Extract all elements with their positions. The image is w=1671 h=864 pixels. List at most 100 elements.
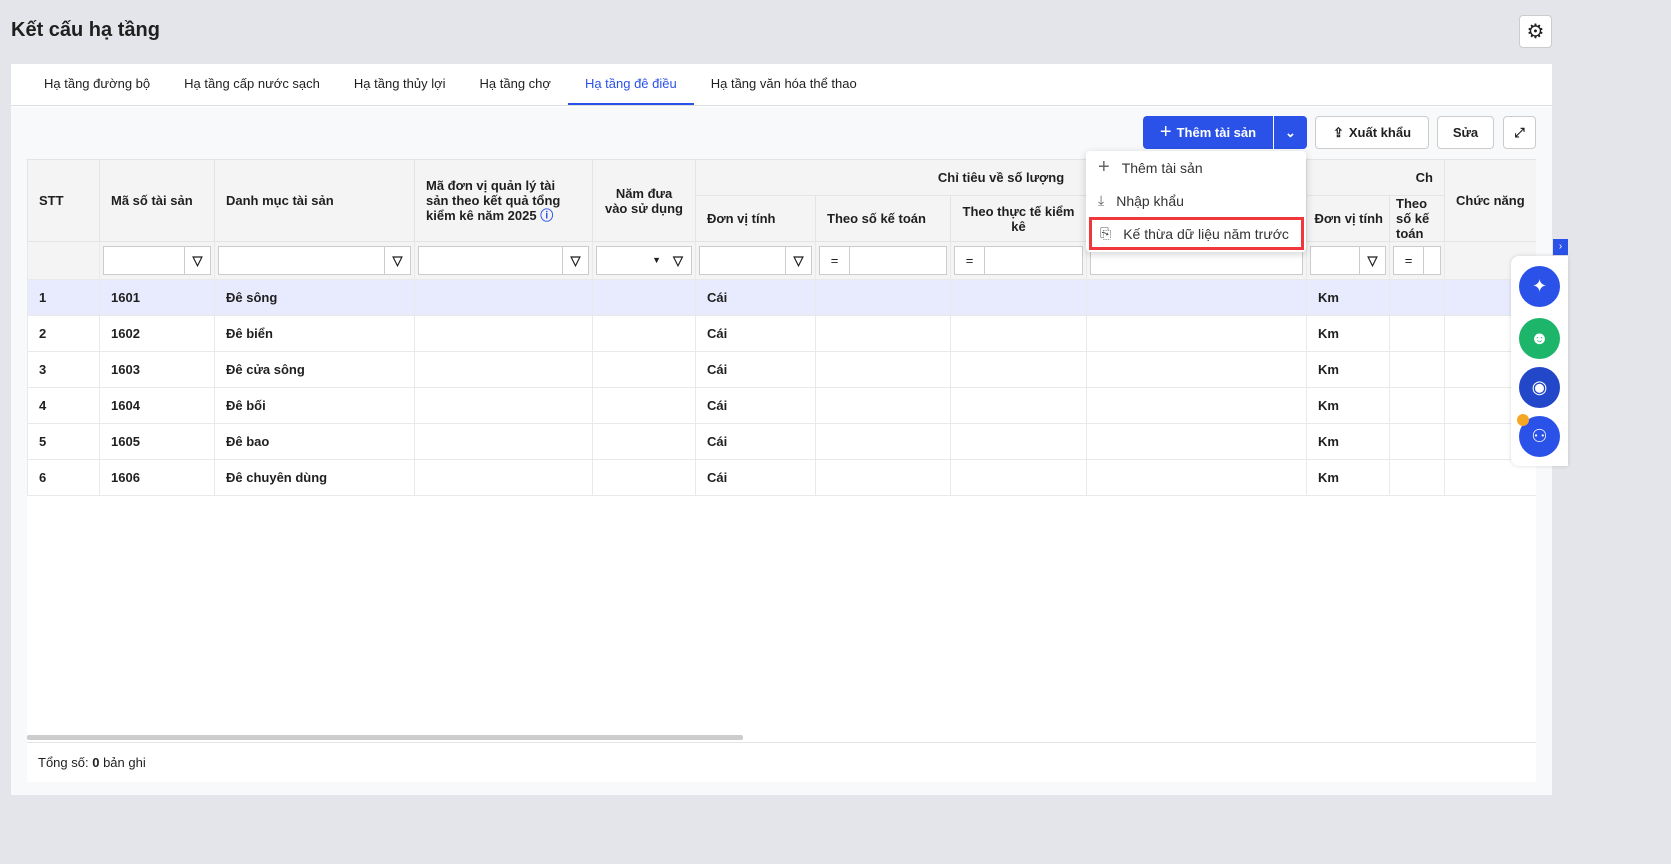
cell-unit: Cái	[695, 459, 816, 496]
magic-button[interactable]: ✦	[1519, 266, 1560, 307]
filter-icon[interactable]: ▽	[785, 247, 811, 274]
cell-unit-2: Km	[1306, 315, 1390, 352]
cell-by-accounting-2	[1389, 315, 1445, 352]
cell-by-actual	[950, 459, 1087, 496]
cell-code: 1606	[99, 459, 215, 496]
settings-button[interactable]: ⚙	[1519, 15, 1552, 48]
filter-unit[interactable]: ▽	[699, 246, 812, 275]
cell-by-accounting	[815, 315, 951, 352]
cell-by-accounting	[815, 279, 951, 316]
tab-culture-sport[interactable]: Hạ tầng văn hóa thể thao	[710, 76, 857, 91]
group-icon: ⚇	[1531, 426, 1548, 446]
plus-icon: +	[1098, 156, 1110, 178]
cell-stt: 2	[27, 315, 100, 352]
cell-unit-2: Km	[1306, 459, 1390, 496]
header-by-actual: Theo thực tế kiểm kê	[950, 195, 1087, 242]
filter-icon[interactable]: ▽	[184, 247, 210, 274]
filter-icon[interactable]: ▽	[1359, 247, 1385, 274]
info-icon[interactable]: ⓘ	[540, 208, 554, 223]
tab-irrigation[interactable]: Hạ tầng thủy lợi	[353, 76, 446, 91]
cell-by-accounting	[815, 423, 951, 460]
cell-stt: 6	[27, 459, 100, 496]
tab-market[interactable]: Hạ tầng chợ	[479, 76, 551, 91]
cell-unit: Cái	[695, 279, 816, 316]
tab-dyke[interactable]: Hạ tầng đê điều	[567, 64, 694, 105]
menu-item-inherit-previous-year[interactable]: ⎘ Kế thừa dữ liệu năm trước	[1089, 217, 1304, 250]
export-button[interactable]: ⇪ Xuất khẩu	[1315, 116, 1429, 149]
table-row[interactable]: 1 1601 Đê sông Cái Km	[27, 279, 1536, 316]
cell-unit: Cái	[695, 387, 816, 424]
upload-icon: ⇪	[1332, 124, 1344, 140]
horizontal-scrollbar[interactable]	[27, 735, 743, 740]
filter-by-accounting[interactable]: =	[819, 246, 947, 275]
filter-icon[interactable]: ▽	[562, 247, 588, 274]
cell-code: 1601	[99, 279, 215, 316]
table-footer: Tổng số: 0 bản ghi	[27, 742, 1536, 782]
cell-by-accounting-2	[1389, 423, 1445, 460]
cell-by-accounting	[815, 351, 951, 388]
assistant-button[interactable]: ◉	[1519, 367, 1560, 408]
filter-by-accounting-2[interactable]: =	[1393, 246, 1441, 275]
cell-by-accounting-2	[1389, 351, 1445, 388]
menu-item-import[interactable]: ⤓ Nhập khẩu	[1098, 192, 1184, 209]
tab-road[interactable]: Hạ tầng đường bộ	[44, 76, 151, 91]
table-row[interactable]: 3 1603 Đê cửa sông Cái Km	[27, 351, 1536, 388]
cell-by-actual	[950, 423, 1087, 460]
cell-code: 1602	[99, 315, 215, 352]
table-row[interactable]: 6 1606 Đê chuyên dùng Cái Km	[27, 459, 1536, 496]
filter-unit-2[interactable]: ▽	[1310, 246, 1386, 275]
header-by-accounting: Theo số kế toán	[815, 195, 951, 242]
cell-by-accounting-2	[1389, 387, 1445, 424]
asset-table: STT Mã số tài sản Danh mục tài sản Mã đơ…	[27, 159, 1536, 742]
community-button[interactable]: ⚇	[1519, 416, 1560, 457]
cell-stt: 4	[27, 387, 100, 424]
table-row[interactable]: 2 1602 Đê biển Cái Km	[27, 315, 1536, 352]
cell-by-accounting	[815, 459, 951, 496]
cell-unit-code	[414, 315, 593, 352]
cell-name: Đê bao	[214, 423, 415, 460]
filter-unit-code[interactable]: ▽	[418, 246, 589, 275]
filter-by-actual[interactable]: =	[954, 246, 1083, 275]
filter-icon[interactable]: ▽	[673, 252, 683, 268]
add-asset-button[interactable]: + Thêm tài sản	[1143, 116, 1273, 149]
filter-code[interactable]: ▽	[103, 246, 211, 275]
cell-name: Đê sông	[214, 279, 415, 316]
chevron-down-icon: ⌄	[1285, 124, 1296, 140]
download-icon: ⤓	[1098, 192, 1105, 208]
cell-by-accounting-2	[1389, 279, 1445, 316]
page-title: Kết cấu hạ tầng	[11, 19, 160, 41]
header-actions: Chức năng	[1444, 159, 1536, 242]
header-year: Năm đưa vào sử dụng	[592, 159, 696, 242]
fullscreen-button[interactable]: ⤢	[1503, 116, 1536, 149]
cell-code: 1603	[99, 351, 215, 388]
header-unit: Đơn vị tính	[695, 195, 816, 242]
edit-button[interactable]: Sửa	[1437, 116, 1494, 149]
cell-year	[592, 315, 696, 352]
robot-icon: ◉	[1531, 377, 1548, 397]
cell-actions	[1444, 459, 1536, 496]
filter-icon[interactable]: ▽	[384, 247, 410, 274]
collapse-side-button[interactable]: ›	[1553, 239, 1568, 255]
chat-bot-icon: ☻	[1530, 328, 1549, 348]
tab-water[interactable]: Hạ tầng cấp nước sạch	[184, 76, 320, 91]
filter-year[interactable]: ▼ ▽	[596, 246, 692, 275]
plus-icon: +	[1159, 121, 1172, 143]
menu-item-add-asset[interactable]: + Thêm tài sản	[1098, 156, 1203, 178]
cell-hidden	[1086, 387, 1307, 424]
cell-hidden	[1086, 459, 1307, 496]
header-by-accounting-2: Theo số kế toán	[1389, 195, 1445, 242]
cell-unit-2: Km	[1306, 279, 1390, 316]
cell-code: 1605	[99, 423, 215, 460]
magic-wand-icon: ✦	[1531, 276, 1548, 296]
table-row[interactable]: 4 1604 Đê bối Cái Km	[27, 387, 1536, 424]
table-row[interactable]: 5 1605 Đê bao Cái Km	[27, 423, 1536, 460]
header-stt: STT	[27, 159, 100, 242]
notification-dot	[1517, 414, 1529, 426]
cell-unit: Cái	[695, 423, 816, 460]
cell-stt: 5	[27, 423, 100, 460]
add-dropdown-button[interactable]: ⌄	[1274, 116, 1307, 149]
add-dropdown-menu: + Thêm tài sản ⤓ Nhập khẩu ⎘ Kế thừa dữ liệ…	[1086, 151, 1306, 252]
filter-category[interactable]: ▽	[218, 246, 411, 275]
cell-unit: Cái	[695, 315, 816, 352]
chat-button[interactable]: ☻	[1519, 318, 1560, 359]
